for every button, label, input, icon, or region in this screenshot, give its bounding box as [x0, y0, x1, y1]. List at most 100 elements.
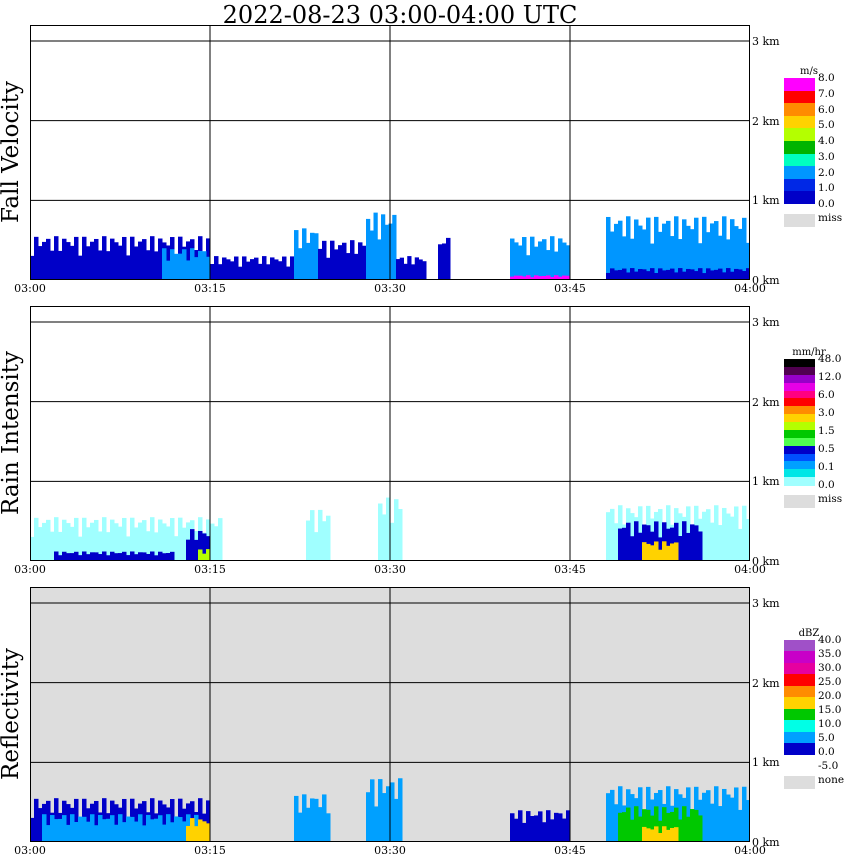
data-column	[538, 241, 543, 280]
data-column	[90, 522, 95, 561]
data-column	[210, 263, 215, 280]
data-column	[202, 821, 207, 842]
data-column	[530, 236, 535, 280]
data-column	[718, 268, 723, 280]
data-column	[122, 822, 127, 842]
data-column	[546, 275, 551, 280]
data-column	[222, 257, 227, 280]
data-column	[518, 275, 523, 280]
data-column	[510, 813, 515, 842]
data-column	[162, 553, 167, 561]
legend-swatch	[784, 708, 815, 721]
data-column	[654, 521, 659, 561]
data-column	[154, 818, 159, 842]
data-column	[102, 819, 107, 842]
data-column	[54, 551, 59, 561]
data-column	[518, 810, 523, 842]
data-column	[666, 269, 671, 280]
data-column	[110, 551, 115, 561]
legend-swatch	[784, 437, 815, 447]
data-column	[650, 545, 655, 561]
data-column	[90, 814, 95, 842]
data-column	[399, 257, 404, 280]
data-cell	[162, 248, 211, 280]
data-column	[606, 272, 611, 280]
data-column	[718, 806, 723, 842]
data-column	[122, 551, 127, 561]
data-column	[78, 816, 83, 842]
data-column	[190, 248, 195, 280]
data-column	[646, 217, 651, 280]
data-column	[662, 541, 667, 561]
data-column	[538, 276, 543, 280]
data-column	[682, 219, 687, 280]
data-column	[710, 270, 715, 280]
data-column	[738, 269, 743, 280]
data-column	[74, 821, 79, 842]
data-column	[638, 225, 643, 280]
data-cell	[366, 778, 403, 842]
data-column	[90, 552, 95, 561]
data-column	[706, 790, 711, 842]
data-column	[170, 799, 175, 842]
time-tick-label: 03:45	[554, 563, 586, 576]
y-axis-label: Rain Intensity	[0, 306, 26, 561]
data-column	[30, 536, 35, 561]
data-column	[658, 832, 663, 842]
legend-level-label: 25.0	[818, 676, 842, 688]
data-column	[610, 508, 615, 561]
data-column	[162, 804, 167, 842]
legend-level-label: 10.0	[818, 718, 842, 730]
data-column	[78, 536, 83, 561]
legend-swatch	[784, 754, 815, 767]
legend-swatch	[784, 382, 815, 391]
data-column	[377, 239, 382, 280]
data-cell	[54, 551, 175, 561]
height-tick-label: 3 km	[752, 34, 780, 48]
data-column	[378, 503, 383, 561]
data-cell	[294, 228, 319, 280]
plot-area	[30, 587, 750, 842]
legend-swatch	[784, 697, 815, 710]
legend-swatch	[784, 398, 815, 407]
data-column	[381, 214, 386, 280]
legend-swatch	[784, 128, 815, 142]
data-column	[38, 527, 43, 561]
data-column	[626, 216, 631, 280]
data-column	[158, 551, 163, 561]
height-tick-label: 0 km	[752, 274, 780, 287]
data-column	[310, 798, 315, 842]
data-column	[90, 241, 95, 280]
plot-frame	[30, 306, 750, 561]
data-column	[666, 528, 671, 561]
data-column	[46, 519, 51, 561]
data-column	[130, 517, 135, 561]
data-cell	[396, 256, 427, 280]
data-column	[658, 820, 663, 842]
data-column	[166, 526, 171, 561]
data-column	[746, 268, 750, 280]
data-column	[122, 236, 127, 280]
data-column	[306, 807, 311, 842]
data-column	[510, 238, 515, 280]
legend-swatch	[784, 674, 815, 687]
data-column	[126, 816, 131, 842]
data-column	[738, 809, 743, 842]
legend-missing-swatch	[784, 495, 815, 508]
data-column	[510, 276, 515, 280]
legend-missing-label: none	[818, 774, 845, 786]
data-column	[694, 809, 699, 842]
data-column	[118, 526, 123, 561]
data-column	[342, 242, 347, 280]
data-column	[403, 263, 408, 280]
data-column	[186, 825, 191, 842]
data-column	[86, 246, 91, 280]
data-column	[438, 244, 443, 280]
data-column	[242, 256, 247, 280]
time-tick-label: 03:30	[374, 282, 406, 295]
data-column	[530, 816, 535, 842]
data-column	[206, 549, 211, 561]
data-column	[66, 804, 71, 842]
legend-level-label: 1.5	[818, 425, 835, 437]
time-tick-label: 03:30	[374, 844, 406, 857]
